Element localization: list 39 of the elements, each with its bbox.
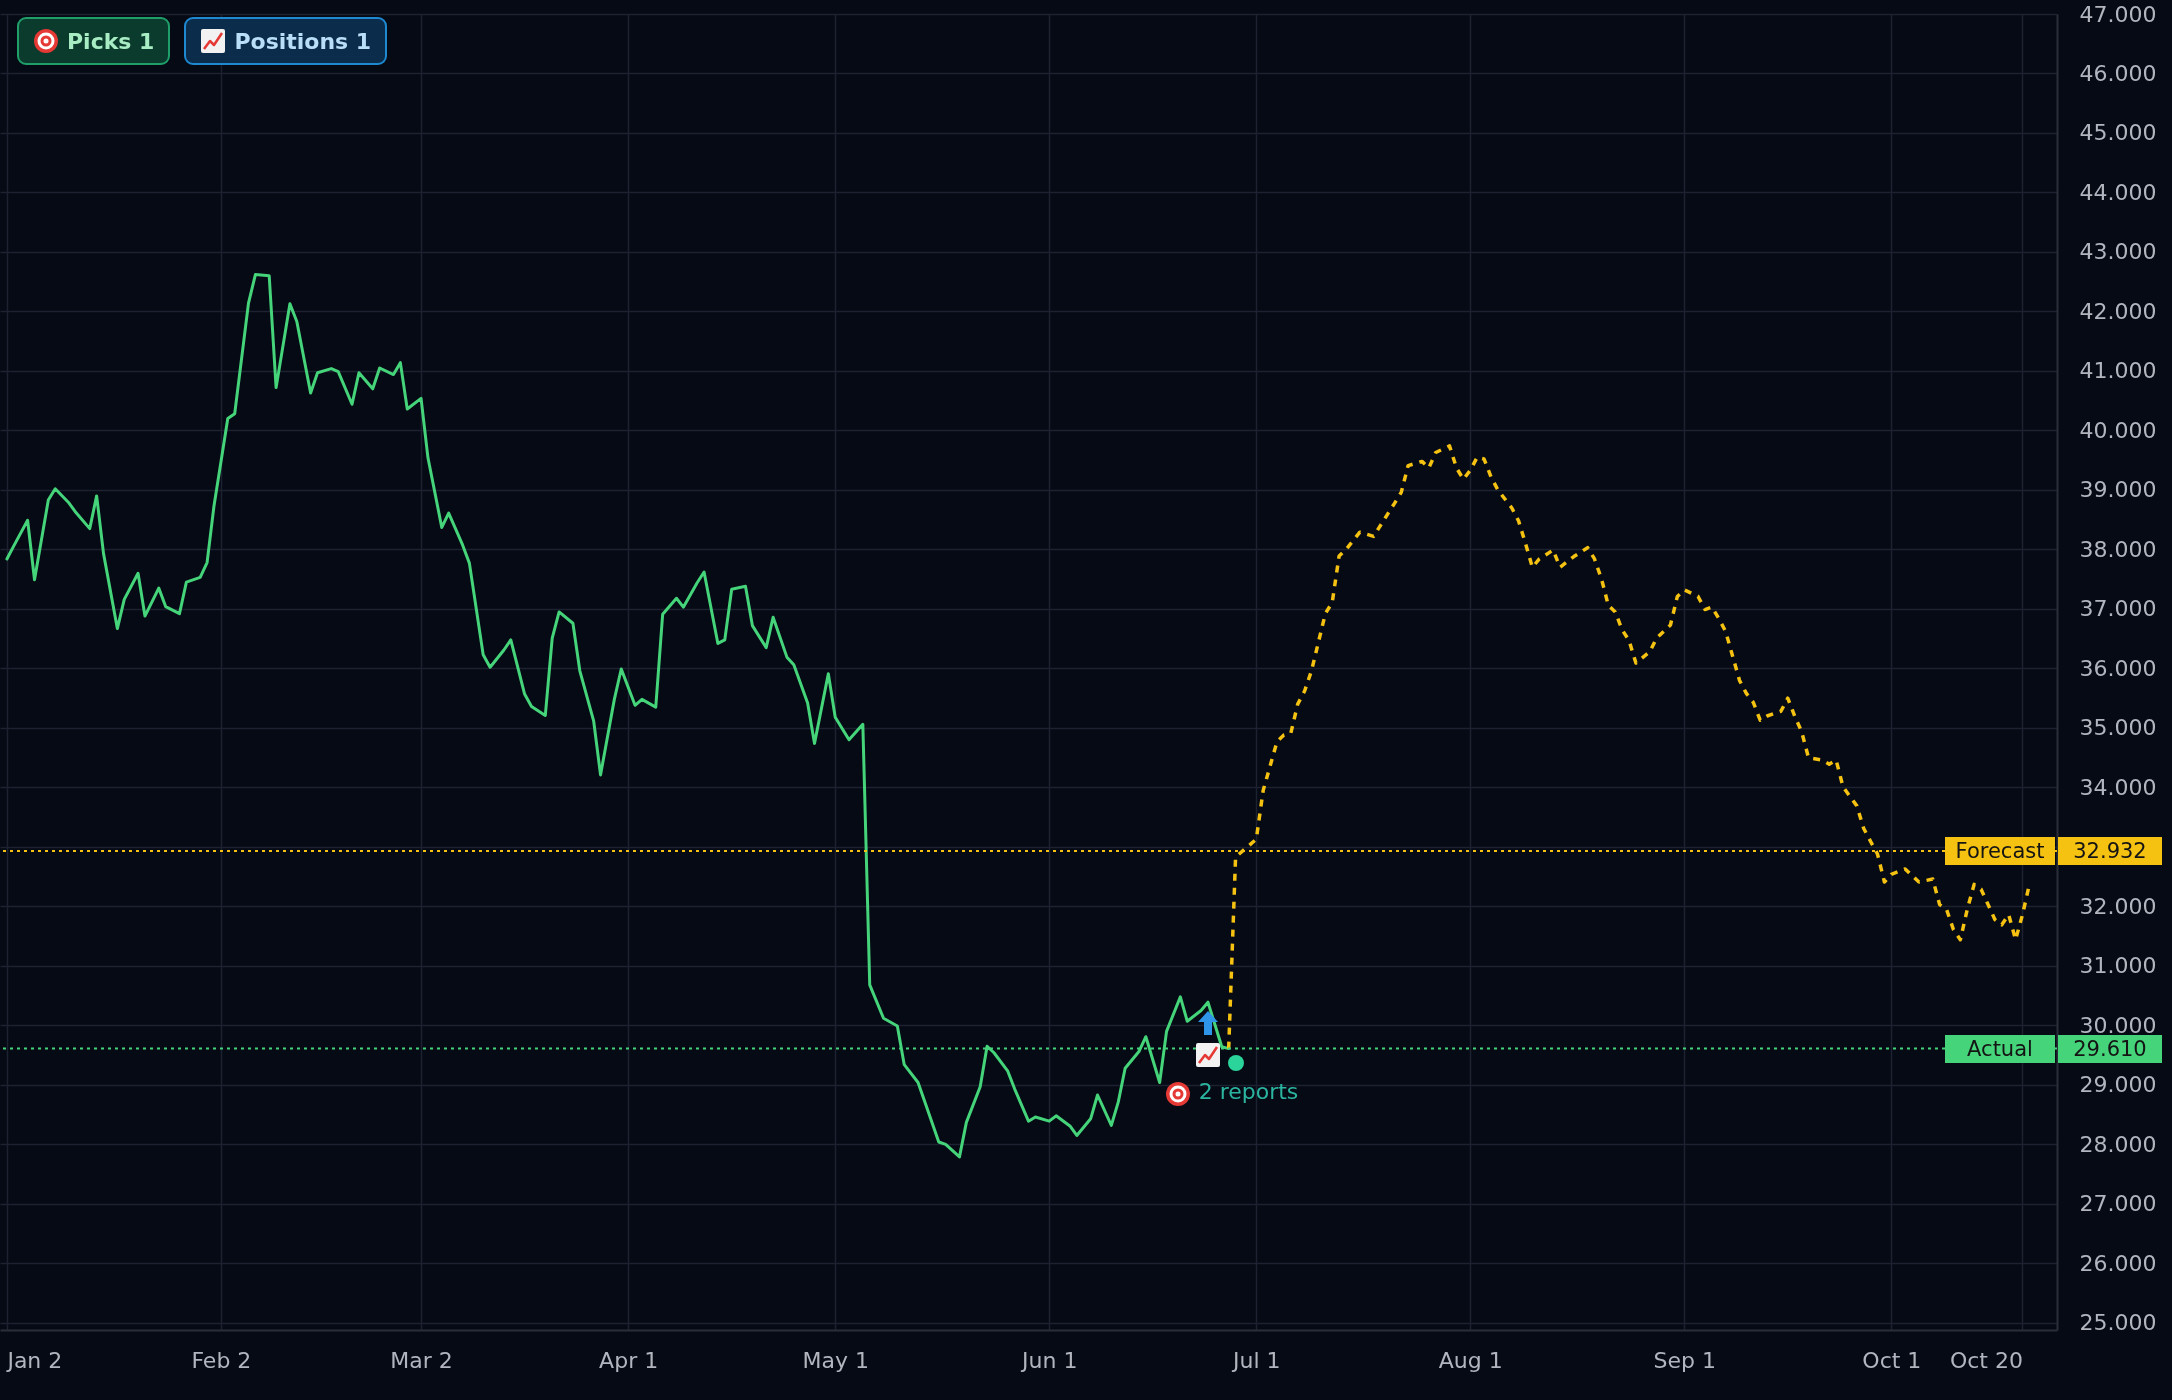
x-tick-label: Oct 1 bbox=[1862, 1347, 1922, 1373]
y-tick-label: 25.000 bbox=[2079, 1310, 2157, 1336]
y-tick-label: 32.000 bbox=[2079, 893, 2157, 919]
y-tick-label: 40.000 bbox=[2079, 417, 2157, 443]
text: 32.932 bbox=[2058, 836, 2162, 865]
text: 29.610 bbox=[2058, 1034, 2162, 1063]
y-tick-label: 38.000 bbox=[2079, 536, 2157, 562]
y-tick-label: 42.000 bbox=[2079, 298, 2157, 324]
annotation: Picks 1 bbox=[67, 28, 155, 54]
ref-line-label: Forecast bbox=[1945, 836, 2055, 865]
x-tick-label: May 1 bbox=[802, 1347, 869, 1373]
y-tick-label: 35.000 bbox=[2079, 715, 2157, 741]
x-tick-label: Aug 1 bbox=[1438, 1347, 1503, 1373]
y-tick-label: 37.000 bbox=[2079, 596, 2157, 622]
y-tick-label: 46.000 bbox=[2079, 60, 2157, 86]
annotation: Positions 1 bbox=[234, 28, 372, 54]
y-tick-label: 39.000 bbox=[2079, 477, 2157, 503]
x-tick-label: Jan 2 bbox=[5, 1347, 63, 1373]
y-tick-label: 29.000 bbox=[2079, 1072, 2157, 1098]
annotation: 2 reports bbox=[1198, 1078, 1299, 1104]
x-tick-label: Apr 1 bbox=[599, 1347, 659, 1373]
y-tick-label: 43.000 bbox=[2079, 239, 2157, 265]
ref-line-label: Actual bbox=[1945, 1034, 2055, 1063]
y-tick-label: 41.000 bbox=[2079, 358, 2157, 384]
y-tick-label: 26.000 bbox=[2079, 1250, 2157, 1276]
y-tick-label: 34.000 bbox=[2079, 774, 2157, 800]
y-tick-label: 28.000 bbox=[2079, 1131, 2157, 1157]
y-tick-label: 31.000 bbox=[2079, 953, 2157, 979]
x-tick-label: Jun 1 bbox=[1020, 1347, 1078, 1373]
x-tick-label: Mar 2 bbox=[390, 1347, 453, 1373]
x-tick-label: Feb 2 bbox=[191, 1347, 252, 1373]
y-tick-label: 36.000 bbox=[2079, 655, 2157, 681]
y-tick-label: 44.000 bbox=[2079, 179, 2157, 205]
x-tick-label: Jul 1 bbox=[1231, 1347, 1281, 1373]
x-tick-label: Oct 20 bbox=[1949, 1347, 2023, 1373]
x-tick-label: Sep 1 bbox=[1653, 1347, 1716, 1373]
y-tick-label: 45.000 bbox=[2079, 120, 2157, 146]
y-tick-label: 47.000 bbox=[2079, 1, 2157, 27]
y-tick-label: 27.000 bbox=[2079, 1191, 2157, 1217]
